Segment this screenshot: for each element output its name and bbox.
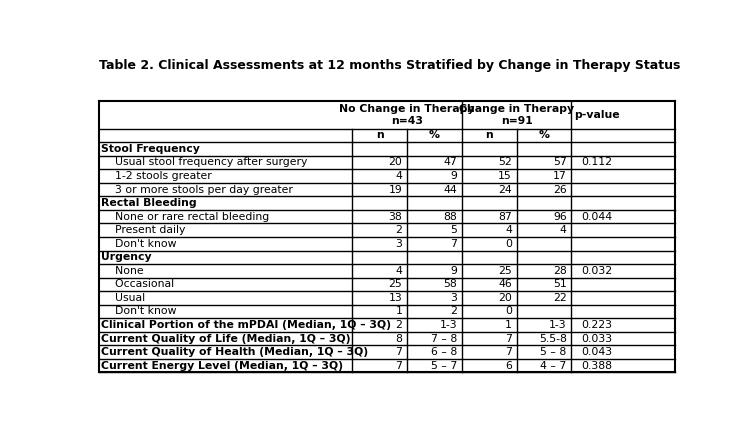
- Text: 8: 8: [396, 334, 402, 343]
- Text: 25: 25: [498, 266, 512, 276]
- Text: 15: 15: [498, 171, 512, 181]
- Text: Current Energy Level (Median, 1Q – 3Q): Current Energy Level (Median, 1Q – 3Q): [101, 361, 343, 371]
- Text: %: %: [429, 130, 440, 140]
- Text: 1-3: 1-3: [439, 320, 457, 330]
- Text: 9: 9: [450, 266, 457, 276]
- Text: 3: 3: [396, 239, 402, 249]
- Text: 1-2 stools greater: 1-2 stools greater: [101, 171, 212, 181]
- Text: 96: 96: [553, 212, 567, 222]
- Text: 17: 17: [553, 171, 567, 181]
- Text: Change in Therapy
n=91: Change in Therapy n=91: [459, 104, 574, 126]
- Text: 0.044: 0.044: [582, 212, 613, 222]
- Text: 0.032: 0.032: [582, 266, 613, 276]
- Text: Usual: Usual: [101, 293, 145, 303]
- Text: p-value: p-value: [575, 110, 620, 120]
- Text: Current Quality of Health (Median, 1Q – 3Q): Current Quality of Health (Median, 1Q – …: [101, 347, 368, 357]
- Text: 0: 0: [505, 307, 512, 316]
- Text: 88: 88: [444, 212, 457, 222]
- Text: 9: 9: [450, 171, 457, 181]
- Text: 5 – 8: 5 – 8: [541, 347, 567, 357]
- Text: 4: 4: [505, 225, 512, 235]
- Text: 5.5-8: 5.5-8: [538, 334, 567, 343]
- Text: Table 2. Clinical Assessments at 12 months Stratified by Change in Therapy Statu: Table 2. Clinical Assessments at 12 mont…: [99, 59, 680, 72]
- Text: Don't know: Don't know: [101, 239, 177, 249]
- Text: 3: 3: [450, 293, 457, 303]
- Text: 6: 6: [505, 361, 512, 371]
- Text: 7: 7: [505, 334, 512, 343]
- Text: No Change in Therapy
n=43: No Change in Therapy n=43: [339, 104, 475, 126]
- Text: 7: 7: [396, 347, 402, 357]
- Text: 4: 4: [396, 171, 402, 181]
- Text: %: %: [538, 130, 550, 140]
- Text: 0.223: 0.223: [582, 320, 613, 330]
- Text: Usual stool frequency after surgery: Usual stool frequency after surgery: [101, 157, 308, 167]
- Text: 4: 4: [559, 225, 567, 235]
- Text: Occasional: Occasional: [101, 279, 174, 290]
- Text: 7: 7: [450, 239, 457, 249]
- Text: 0.388: 0.388: [582, 361, 613, 371]
- Text: 0.043: 0.043: [582, 347, 613, 357]
- Text: 28: 28: [553, 266, 567, 276]
- Text: 22: 22: [553, 293, 567, 303]
- Text: 46: 46: [498, 279, 512, 290]
- Text: 2: 2: [450, 307, 457, 316]
- Text: 7 – 8: 7 – 8: [431, 334, 457, 343]
- Text: 0.033: 0.033: [582, 334, 613, 343]
- Text: 24: 24: [498, 184, 512, 195]
- Text: 4 – 7: 4 – 7: [541, 361, 567, 371]
- Text: Clinical Portion of the mPDAI (Median, 1Q – 3Q): Clinical Portion of the mPDAI (Median, 1…: [101, 320, 391, 330]
- Text: 47: 47: [444, 157, 457, 167]
- Text: None: None: [101, 266, 144, 276]
- Text: Urgency: Urgency: [101, 252, 152, 262]
- Text: Present daily: Present daily: [101, 225, 186, 235]
- Text: 2: 2: [396, 225, 402, 235]
- Text: 25: 25: [389, 279, 402, 290]
- Text: 13: 13: [389, 293, 402, 303]
- Text: 51: 51: [553, 279, 567, 290]
- Text: 7: 7: [505, 347, 512, 357]
- Text: 2: 2: [396, 320, 402, 330]
- Text: 38: 38: [389, 212, 402, 222]
- Text: None or rare rectal bleeding: None or rare rectal bleeding: [101, 212, 269, 222]
- Text: 4: 4: [396, 266, 402, 276]
- Text: 5 – 7: 5 – 7: [431, 361, 457, 371]
- Text: 3 or more stools per day greater: 3 or more stools per day greater: [101, 184, 293, 195]
- Text: 52: 52: [498, 157, 512, 167]
- Text: 58: 58: [444, 279, 457, 290]
- Text: Current Quality of Life (Median, 1Q – 3Q): Current Quality of Life (Median, 1Q – 3Q…: [101, 334, 350, 343]
- Text: 1: 1: [505, 320, 512, 330]
- Text: 20: 20: [498, 293, 512, 303]
- Text: 57: 57: [553, 157, 567, 167]
- Text: 26: 26: [553, 184, 567, 195]
- Text: 7: 7: [396, 361, 402, 371]
- Text: n: n: [485, 130, 493, 140]
- Text: 44: 44: [444, 184, 457, 195]
- Text: 0: 0: [505, 239, 512, 249]
- Text: 0.112: 0.112: [582, 157, 613, 167]
- Text: 6 – 8: 6 – 8: [431, 347, 457, 357]
- Text: 19: 19: [389, 184, 402, 195]
- Text: 20: 20: [389, 157, 402, 167]
- Text: 5: 5: [450, 225, 457, 235]
- Text: 1: 1: [396, 307, 402, 316]
- Text: 87: 87: [498, 212, 512, 222]
- Text: n: n: [376, 130, 384, 140]
- Text: Don't know: Don't know: [101, 307, 177, 316]
- Text: 1-3: 1-3: [549, 320, 567, 330]
- Text: Stool Frequency: Stool Frequency: [101, 144, 200, 154]
- Text: Rectal Bleeding: Rectal Bleeding: [101, 198, 196, 208]
